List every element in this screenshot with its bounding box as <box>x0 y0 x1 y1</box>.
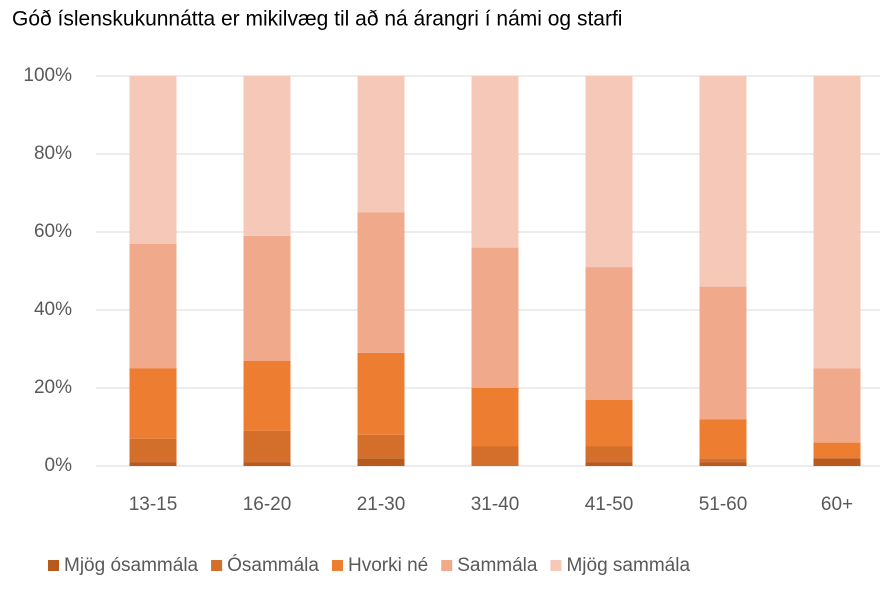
bar-segment <box>129 76 177 244</box>
bar-segment <box>813 458 861 466</box>
bar-segment <box>471 76 519 248</box>
bar-segment <box>471 247 519 388</box>
y-tick-label: 20% <box>34 377 72 398</box>
x-tick-label: 21-30 <box>357 494 406 515</box>
bar-segment <box>585 462 633 466</box>
bar-segment <box>813 368 861 443</box>
legend-swatch <box>441 560 453 571</box>
bar-segment <box>471 446 519 466</box>
bar-segment <box>129 368 177 439</box>
y-tick-label: 80% <box>34 143 72 164</box>
legend-swatch <box>48 560 59 571</box>
bar-segment <box>585 446 633 463</box>
bar-segment <box>471 388 519 447</box>
bar-segment <box>585 267 633 400</box>
bar-segment <box>129 462 177 466</box>
bar-segment <box>699 458 747 463</box>
legend-swatch <box>550 560 562 571</box>
x-tick-label: 31-40 <box>471 494 520 515</box>
bar-segment <box>243 360 291 431</box>
y-tick-label: 0% <box>45 455 73 476</box>
bar-segment <box>585 76 633 268</box>
x-tick-label: 41-50 <box>585 494 634 515</box>
legend-label: Sammála <box>457 555 538 576</box>
legend-label: Mjög sammála <box>566 555 690 576</box>
bar-segment <box>357 458 405 466</box>
legend-label: Mjög ósammála <box>64 555 199 576</box>
bar-segment <box>357 352 405 435</box>
bar-segment <box>699 76 747 287</box>
x-tick-label: 51-60 <box>699 494 748 515</box>
y-tick-label: 100% <box>23 65 72 86</box>
bar-segment <box>699 286 747 420</box>
x-tick-label: 13-15 <box>129 494 178 515</box>
bar-segment <box>129 243 177 369</box>
bar-segment <box>699 419 747 459</box>
bar-segment <box>357 434 405 459</box>
bar-segment <box>243 235 291 361</box>
bar-segment <box>813 442 861 459</box>
bar-segment <box>243 462 291 466</box>
bar-segment <box>243 76 291 236</box>
bar-segment <box>129 438 177 463</box>
y-tick-label: 60% <box>34 221 72 242</box>
bar-segment <box>813 76 861 369</box>
legend-label: Ósammála <box>227 554 319 576</box>
legend-swatch <box>331 560 343 571</box>
bar-segment <box>357 212 405 353</box>
legend-swatch <box>211 560 223 571</box>
bar-segment <box>243 430 291 463</box>
bar-segment <box>699 462 747 466</box>
bar-segment <box>585 399 633 447</box>
chart-title: Góð íslenskukunnátta er mikilvæg til að … <box>12 8 622 31</box>
legend-label: Hvorki né <box>348 555 428 576</box>
x-tick-label: 16-20 <box>243 494 292 515</box>
x-tick-label: 60+ <box>821 494 853 515</box>
y-tick-label: 40% <box>34 299 72 320</box>
bar-segment <box>357 76 405 213</box>
